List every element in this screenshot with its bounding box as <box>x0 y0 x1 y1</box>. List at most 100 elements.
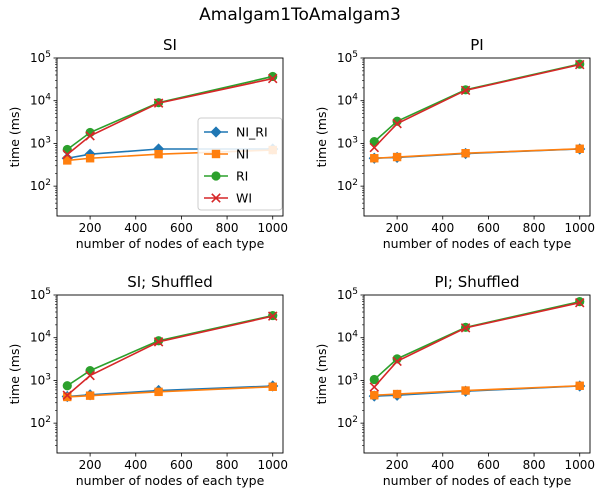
panel-title: PI; Shuffled <box>434 273 519 291</box>
data-point-ni <box>85 391 95 400</box>
series-line-wi <box>66 315 273 396</box>
data-point-wi <box>369 142 380 153</box>
data-point-wi <box>460 85 471 96</box>
y-axis-label: time (ms) <box>7 344 22 405</box>
x-tick-label: 800 <box>523 458 546 472</box>
series-line-ni <box>374 147 580 160</box>
data-point-wi <box>85 131 95 141</box>
data-point-wi <box>153 98 164 108</box>
data-point-wi <box>574 297 585 308</box>
legend-marker <box>211 193 221 203</box>
legend-marker <box>211 149 221 159</box>
legend-label: NI <box>236 147 249 162</box>
series-line-ni <box>67 385 273 398</box>
data-point-ni <box>575 144 584 153</box>
x-tick-label: 600 <box>170 458 193 472</box>
data-point-ri <box>369 137 379 147</box>
data-point-ri <box>62 381 72 391</box>
data-point-wi <box>85 370 95 381</box>
x-tick-label: 200 <box>79 458 102 472</box>
legend-marker <box>210 126 222 138</box>
x-tick-label: 600 <box>477 458 500 472</box>
legend-marker <box>211 171 221 181</box>
panel-title: SI <box>163 36 177 54</box>
x-tick-label: 600 <box>477 221 500 235</box>
series-line-wi <box>66 77 273 156</box>
x-tick-label: 1000 <box>257 221 288 235</box>
series-line-ri <box>66 314 273 387</box>
data-point-ni <box>370 391 379 400</box>
data-point-ni <box>461 386 470 395</box>
data-point-ri <box>392 116 402 126</box>
legend-label: NI_RI <box>236 125 268 140</box>
series-line-ni <box>374 384 580 397</box>
x-tick-label: 400 <box>124 458 147 472</box>
legend-box <box>197 117 283 211</box>
legend-label: RI <box>236 169 248 184</box>
data-point-ni <box>461 149 470 158</box>
x-tick-label: 200 <box>79 221 102 235</box>
x-tick-label: 1000 <box>257 458 288 472</box>
data-point-ri <box>369 374 379 385</box>
x-axis-label: number of nodes of each type <box>76 236 265 251</box>
x-tick-label: 200 <box>386 458 409 472</box>
data-point-ni <box>154 387 163 397</box>
data-point-ni <box>63 156 72 165</box>
data-point-wi <box>392 118 402 129</box>
y-axis-label: time (ms) <box>7 107 22 168</box>
series-line-wi <box>373 301 580 388</box>
data-point-wi <box>369 382 380 392</box>
data-point-wi <box>153 337 164 347</box>
data-point-ni <box>392 152 402 162</box>
x-tick-label: 600 <box>170 221 193 235</box>
data-point-ni <box>392 389 402 399</box>
data-point-ni <box>575 381 584 390</box>
x-tick-label: 800 <box>216 221 239 235</box>
figure-suptitle: Amalgam1ToAmalgam3 <box>199 5 401 25</box>
data-point-wi <box>62 390 73 401</box>
axes-frame <box>363 294 591 454</box>
data-point-wi <box>267 73 278 84</box>
series-group <box>368 297 586 402</box>
data-point-ni <box>85 154 95 163</box>
axes-frame <box>363 57 591 217</box>
data-point-wi <box>62 149 73 160</box>
panel-title: SI; Shuffled <box>127 273 213 291</box>
data-point-wi <box>574 59 585 70</box>
x-tick-label: 400 <box>124 221 147 235</box>
x-tick-label: 400 <box>431 458 454 472</box>
series-group <box>368 59 586 164</box>
x-tick-label: 800 <box>216 458 239 472</box>
data-point-wi <box>460 323 471 333</box>
y-axis-label: time (ms) <box>314 107 329 168</box>
x-tick-label: 800 <box>523 221 546 235</box>
series-group <box>61 310 279 403</box>
x-tick-label: 1000 <box>564 458 595 472</box>
legend: NI_RI NI RI WI <box>197 117 283 211</box>
data-point-ni <box>268 382 277 391</box>
y-axis-label: time (ms) <box>314 344 329 405</box>
x-tick-label: 200 <box>386 221 409 235</box>
legend-label: WI <box>236 191 252 206</box>
x-axis-label: number of nodes of each type <box>383 236 572 251</box>
x-tick-label: 1000 <box>564 221 595 235</box>
data-point-ni <box>63 392 72 402</box>
panel-title: PI <box>470 36 483 54</box>
data-point-wi <box>392 356 402 367</box>
axes-frame <box>56 294 284 454</box>
x-tick-label: 400 <box>431 221 454 235</box>
data-point-ri <box>392 354 402 364</box>
data-point-ni <box>154 149 163 159</box>
series-line-ri <box>66 75 273 151</box>
data-point-ni <box>370 154 379 163</box>
axes-frame <box>56 57 284 217</box>
x-axis-label: number of nodes of each type <box>383 473 572 488</box>
x-axis-label: number of nodes of each type <box>76 473 265 488</box>
data-point-wi <box>267 311 278 321</box>
series-line-wi <box>373 63 580 149</box>
